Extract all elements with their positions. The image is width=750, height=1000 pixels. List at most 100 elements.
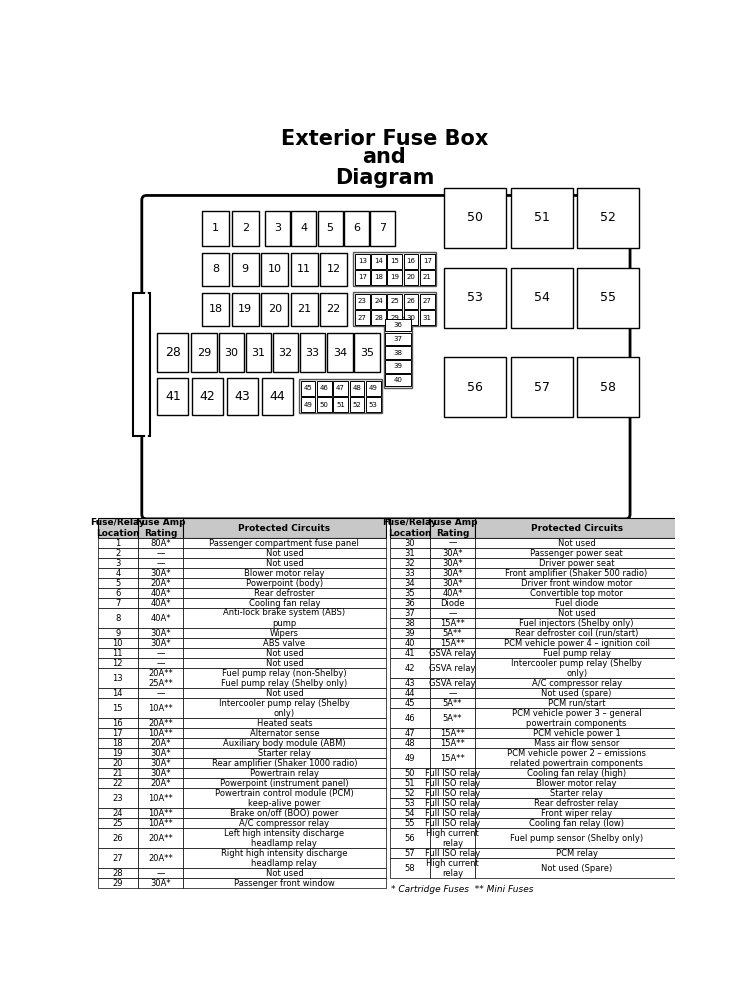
Text: 51: 51 <box>336 402 345 408</box>
Bar <box>430 648 475 658</box>
Text: 56: 56 <box>467 381 483 394</box>
Bar <box>138 688 183 698</box>
Bar <box>475 768 678 778</box>
Bar <box>183 658 386 668</box>
Text: 30A*: 30A* <box>150 569 171 578</box>
Text: 54: 54 <box>534 291 550 304</box>
Text: Not used: Not used <box>266 649 303 658</box>
Text: Not used: Not used <box>266 689 303 698</box>
Bar <box>202 211 229 246</box>
Bar <box>183 668 386 688</box>
Bar <box>475 808 678 818</box>
Bar <box>475 598 678 608</box>
Bar <box>183 608 386 628</box>
Text: Not used: Not used <box>266 659 303 668</box>
Bar <box>183 748 386 758</box>
Text: 25: 25 <box>391 298 399 304</box>
Bar <box>350 397 364 412</box>
Bar <box>430 588 475 598</box>
Bar <box>320 253 347 286</box>
Bar <box>183 808 386 818</box>
Bar <box>390 858 430 878</box>
Bar <box>404 270 418 285</box>
Bar <box>98 778 138 788</box>
Bar <box>420 254 435 269</box>
Text: 40: 40 <box>394 377 402 383</box>
Text: 18: 18 <box>112 739 123 748</box>
Bar <box>191 333 217 372</box>
Bar <box>475 548 678 558</box>
Text: 46: 46 <box>320 385 328 391</box>
Text: Fuse Amp
Rating: Fuse Amp Rating <box>136 518 185 538</box>
Bar <box>138 548 183 558</box>
Bar <box>430 818 475 828</box>
Text: 30A*: 30A* <box>150 879 171 888</box>
Bar <box>261 293 288 326</box>
Bar <box>475 638 678 648</box>
Bar <box>183 698 386 718</box>
Bar <box>430 698 475 708</box>
Text: 10: 10 <box>112 639 123 648</box>
Bar <box>390 548 430 558</box>
Text: Fuel pump sensor (Shelby only): Fuel pump sensor (Shelby only) <box>510 834 644 843</box>
Bar <box>404 294 418 309</box>
Bar <box>183 778 386 788</box>
Text: Powertrain control module (PCM)
keep-alive power: Powertrain control module (PCM) keep-ali… <box>215 789 354 808</box>
Bar <box>138 758 183 768</box>
Bar <box>390 578 430 588</box>
Bar <box>511 268 573 328</box>
Text: 26: 26 <box>112 834 123 843</box>
Bar <box>390 768 430 778</box>
Bar <box>578 268 639 328</box>
Text: Convertible top motor: Convertible top motor <box>530 589 623 598</box>
Bar <box>355 254 370 269</box>
Text: 55: 55 <box>600 291 616 304</box>
Bar <box>475 688 678 698</box>
Text: —: — <box>156 559 164 568</box>
Bar <box>386 346 411 359</box>
Text: —: — <box>156 659 164 668</box>
Bar <box>158 333 188 372</box>
Text: 16: 16 <box>406 258 416 264</box>
Bar <box>430 808 475 818</box>
Bar <box>98 548 138 558</box>
Text: 40A*: 40A* <box>442 589 463 598</box>
Bar <box>420 294 435 309</box>
Bar <box>138 788 183 808</box>
Text: Not used: Not used <box>266 869 303 878</box>
Bar <box>138 588 183 598</box>
Bar <box>390 558 430 568</box>
Bar <box>388 310 402 325</box>
Text: 44: 44 <box>269 390 285 403</box>
Text: 23: 23 <box>112 794 123 803</box>
Text: 37: 37 <box>394 336 403 342</box>
Text: Mass air flow sensor: Mass air flow sensor <box>534 739 620 748</box>
Bar <box>138 828 183 848</box>
Bar <box>475 778 678 788</box>
Bar <box>183 578 386 588</box>
Bar <box>138 668 183 688</box>
Text: GSVA relay: GSVA relay <box>429 679 476 688</box>
Text: 17: 17 <box>423 258 432 264</box>
Text: 30A*: 30A* <box>150 759 171 768</box>
Bar <box>355 310 370 325</box>
Bar <box>430 768 475 778</box>
Text: Exterior Fuse Box: Exterior Fuse Box <box>280 129 488 149</box>
Text: 11: 11 <box>112 649 123 658</box>
Bar <box>390 598 430 608</box>
Bar <box>202 293 229 326</box>
Bar <box>511 188 573 248</box>
Bar <box>98 648 138 658</box>
Bar <box>390 728 430 738</box>
Text: 10A**: 10A** <box>148 704 172 713</box>
Bar <box>301 397 316 412</box>
Bar <box>320 293 347 326</box>
Text: 43: 43 <box>405 679 416 688</box>
Bar <box>430 578 475 588</box>
Text: Diagram: Diagram <box>334 168 434 188</box>
Bar <box>430 778 475 788</box>
Text: Full ISO relay: Full ISO relay <box>425 769 480 778</box>
Text: 5: 5 <box>327 223 334 233</box>
Bar <box>98 578 138 588</box>
Text: 49: 49 <box>369 385 377 391</box>
